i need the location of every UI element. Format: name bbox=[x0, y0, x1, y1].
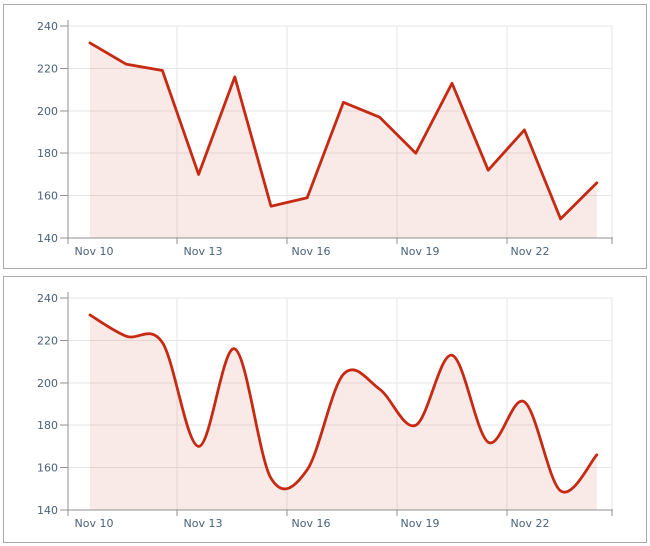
series bbox=[88, 41, 599, 239]
x-axis-label: Nov 10 bbox=[75, 245, 114, 258]
y-axis-label: 160 bbox=[37, 462, 58, 475]
y-axis-label: 240 bbox=[37, 292, 58, 305]
x-axis-label: Nov 19 bbox=[401, 245, 440, 258]
series-area-fill bbox=[90, 42, 597, 239]
series-line bbox=[88, 313, 599, 494]
y-axis-label: 200 bbox=[37, 105, 58, 118]
axes bbox=[60, 292, 613, 516]
y-axis-label: 220 bbox=[37, 334, 58, 347]
axis-labels: 240 220 200 180 160 140 Nov 10 Nov 13 Nov 16 Nov … bbox=[37, 292, 549, 530]
series-line bbox=[88, 41, 599, 221]
y-axis-label: 140 bbox=[37, 232, 58, 245]
y-axis-label: 240 bbox=[37, 20, 58, 33]
gridlines bbox=[68, 297, 613, 510]
linear-area-chart-panel: 240 220 200 180 160 140 Nov 10 Nov 13 Nov 16 Nov … bbox=[3, 4, 647, 269]
x-axis-label: Nov 10 bbox=[75, 517, 114, 530]
series-area-fill bbox=[90, 314, 597, 510]
y-axis-label: 140 bbox=[37, 504, 58, 517]
axis-labels: 240 220 200 180 160 140 Nov 10 Nov 13 Nov 16 Nov … bbox=[37, 20, 549, 258]
x-axis-label: Nov 13 bbox=[184, 517, 223, 530]
y-axis-label: 220 bbox=[37, 62, 58, 75]
y-axis-label: 180 bbox=[37, 147, 58, 160]
x-axis-label: Nov 13 bbox=[184, 245, 223, 258]
linear-area-chart: 240 220 200 180 160 140 Nov 10 Nov 13 Nov 16 Nov … bbox=[37, 20, 613, 258]
x-axis-label: Nov 16 bbox=[292, 517, 331, 530]
x-axis-label: Nov 22 bbox=[511, 517, 550, 530]
y-axis-label: 180 bbox=[37, 419, 58, 432]
smoothed-area-chart: 240 220 200 180 160 140 Nov 10 Nov 13 Nov 16 Nov … bbox=[37, 292, 613, 530]
series bbox=[88, 313, 599, 510]
x-axis-label: Nov 19 bbox=[401, 517, 440, 530]
smoothed-area-chart-panel: 240 220 200 180 160 140 Nov 10 Nov 13 Nov 16 Nov … bbox=[3, 276, 647, 543]
x-axis-label: Nov 16 bbox=[292, 245, 331, 258]
y-axis-label: 160 bbox=[37, 190, 58, 203]
y-axis-label: 200 bbox=[37, 377, 58, 390]
x-axis-label: Nov 22 bbox=[511, 245, 550, 258]
axes bbox=[60, 20, 613, 244]
